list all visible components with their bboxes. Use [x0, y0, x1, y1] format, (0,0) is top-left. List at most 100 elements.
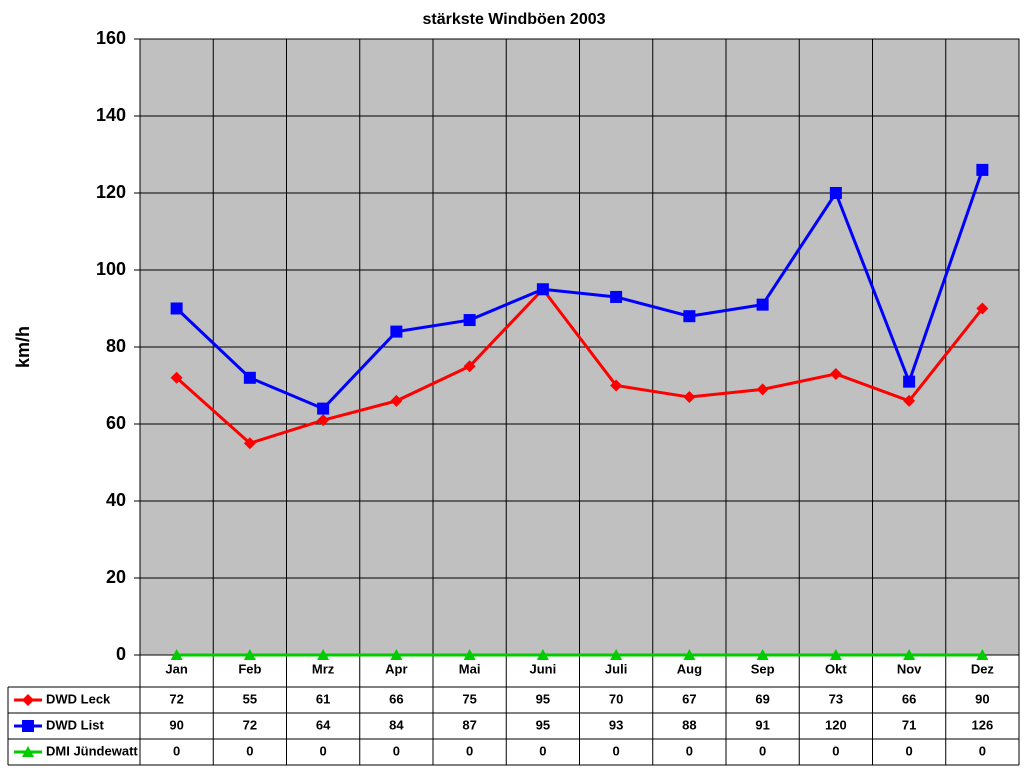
x-tick-label: Feb	[238, 661, 261, 676]
table-value: 70	[609, 691, 623, 706]
table-value: 73	[829, 691, 843, 706]
table-value: 67	[682, 691, 696, 706]
marker	[903, 649, 916, 660]
x-tick-label: Juli	[605, 661, 627, 676]
table-value: 0	[466, 743, 473, 758]
table-value: 0	[906, 743, 913, 758]
marker	[829, 187, 842, 199]
legend-marker	[22, 694, 34, 706]
table-value: 0	[613, 743, 620, 758]
marker	[829, 367, 842, 380]
x-tick-label: Nov	[897, 661, 922, 676]
y-tick-label: 60	[106, 413, 126, 433]
table-value: 90	[169, 717, 183, 732]
marker	[243, 437, 256, 450]
table-value: 120	[825, 717, 847, 732]
x-tick-label: Sep	[751, 661, 775, 676]
table-value: 0	[759, 743, 766, 758]
table-value: 0	[686, 743, 693, 758]
marker	[903, 394, 916, 407]
y-tick-label: 20	[106, 567, 126, 587]
marker	[536, 649, 549, 660]
series-line	[175, 169, 984, 411]
y-axis-label: km/h	[13, 326, 33, 368]
table-value: 72	[169, 691, 183, 706]
table-value: 126	[972, 717, 994, 732]
table-value: 90	[975, 691, 989, 706]
marker	[829, 649, 842, 660]
chart-title: stärkste Windböen 2003	[422, 11, 605, 28]
marker	[610, 379, 623, 392]
marker	[243, 371, 256, 384]
marker	[976, 163, 989, 176]
x-tick-label: Apr	[385, 661, 407, 676]
marker	[756, 649, 769, 660]
table-value: 95	[536, 691, 550, 706]
marker	[317, 402, 330, 415]
legend-label: DWD Leck	[46, 691, 111, 706]
table-value: 55	[243, 691, 257, 706]
marker	[390, 649, 403, 660]
table-value: 61	[316, 691, 330, 706]
marker	[390, 325, 403, 338]
marker	[170, 371, 183, 384]
marker	[610, 649, 623, 660]
legend-label: DWD List	[46, 717, 104, 732]
table-value: 66	[389, 691, 403, 706]
table-value: 84	[389, 717, 404, 732]
legend-label: DMI Jündewatt	[46, 743, 138, 758]
y-tick-label: 100	[96, 259, 126, 279]
marker	[756, 383, 769, 396]
table-value: 0	[979, 743, 986, 758]
table-value: 66	[902, 691, 916, 706]
table-value: 93	[609, 717, 623, 732]
x-tick-label: Juni	[530, 661, 557, 676]
table-value: 0	[320, 743, 327, 758]
marker	[683, 391, 696, 404]
y-tick-label: 160	[96, 28, 126, 48]
marker	[976, 649, 989, 660]
y-tick-label: 0	[116, 644, 126, 664]
legend-marker	[22, 720, 34, 732]
table-value: 88	[682, 717, 696, 732]
table-value: 95	[536, 717, 550, 732]
y-tick-label: 40	[106, 490, 126, 510]
marker	[463, 314, 476, 327]
marker	[756, 298, 769, 311]
marker	[610, 290, 623, 303]
y-tick-label: 120	[96, 182, 126, 202]
marker	[903, 375, 916, 388]
marker	[390, 394, 403, 407]
marker	[463, 360, 476, 373]
marker	[536, 283, 549, 296]
x-tick-label: Dez	[971, 661, 995, 676]
x-tick-label: Okt	[825, 661, 847, 676]
x-tick-label: Jan	[165, 661, 187, 676]
table-value: 71	[902, 717, 916, 732]
table-value: 0	[393, 743, 400, 758]
marker	[317, 414, 330, 427]
y-tick-label: 140	[96, 105, 126, 125]
x-tick-label: Aug	[677, 661, 702, 676]
x-tick-label: Mai	[459, 661, 481, 676]
table-value: 0	[539, 743, 546, 758]
marker	[317, 649, 330, 660]
table-value: 69	[755, 691, 769, 706]
table-value: 0	[173, 743, 180, 758]
marker	[976, 302, 989, 315]
table-value: 72	[243, 717, 257, 732]
table-value: 0	[832, 743, 839, 758]
table-value: 75	[462, 691, 476, 706]
y-tick-label: 80	[106, 336, 126, 356]
marker	[170, 649, 183, 660]
series-line	[175, 286, 984, 445]
table-value: 0	[246, 743, 253, 758]
table-value: 64	[316, 717, 331, 732]
marker	[683, 310, 696, 323]
marker	[243, 649, 256, 660]
legend-marker	[22, 746, 34, 757]
x-tick-label: Mrz	[312, 661, 335, 676]
table-value: 91	[755, 717, 769, 732]
table-value: 87	[462, 717, 476, 732]
